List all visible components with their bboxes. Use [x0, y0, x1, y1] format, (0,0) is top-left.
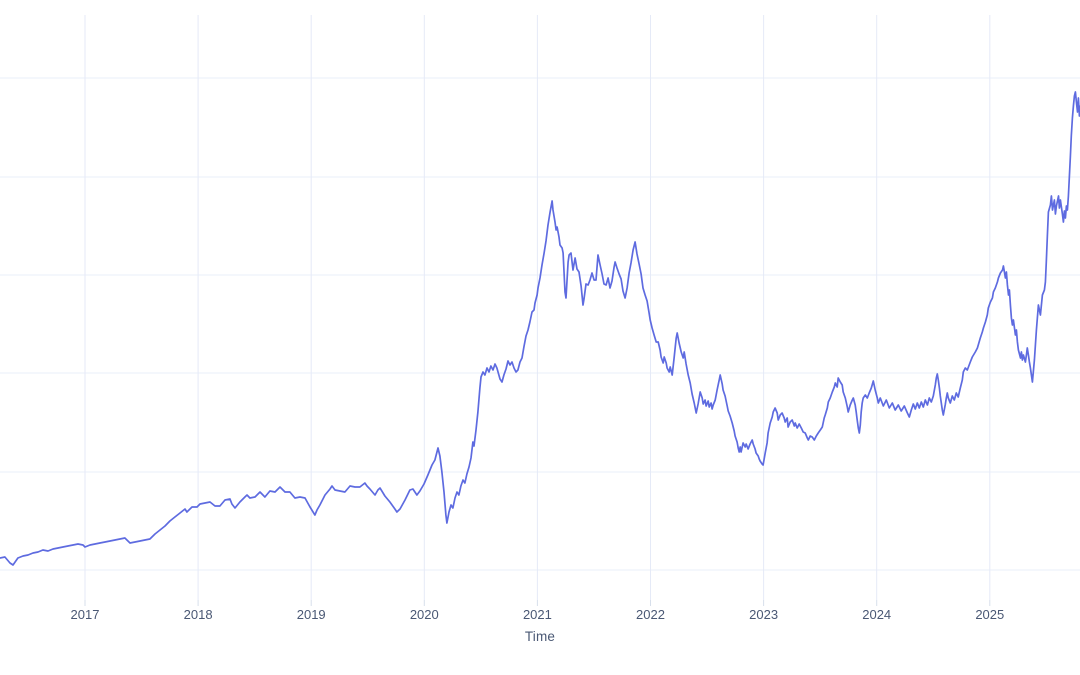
- x-tick-label: 2017: [71, 607, 100, 622]
- x-axis-title: Time: [524, 629, 556, 644]
- price-series-line: [0, 91, 1080, 566]
- x-tick-label: 2021: [523, 607, 552, 622]
- x-tick-label: 2019: [297, 607, 326, 622]
- x-tick-label: 2020: [410, 607, 439, 622]
- x-tick-label: 2024: [862, 607, 891, 622]
- x-tick-label: 2025: [975, 607, 1004, 622]
- x-tick-label: 2018: [184, 607, 213, 622]
- x-tick-label: 2022: [636, 607, 665, 622]
- x-tick-label: 2023: [749, 607, 778, 622]
